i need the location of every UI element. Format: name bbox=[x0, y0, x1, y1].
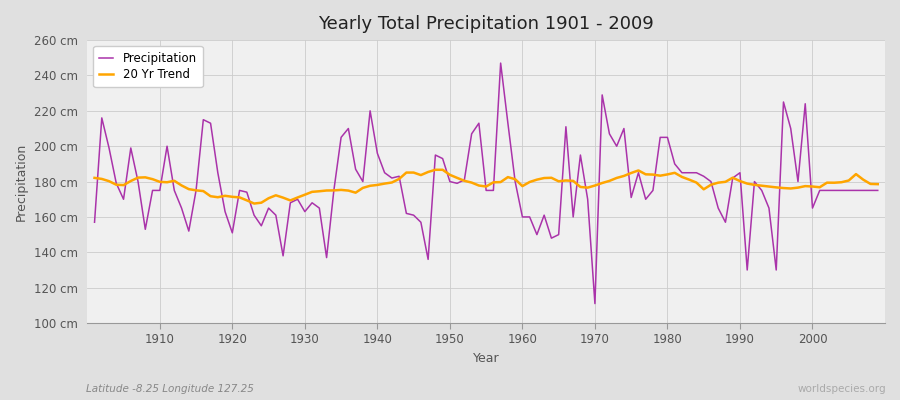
X-axis label: Year: Year bbox=[472, 352, 500, 365]
Text: worldspecies.org: worldspecies.org bbox=[798, 384, 886, 394]
20 Yr Trend bbox=[525, 180, 535, 184]
Precipitation bbox=[517, 214, 527, 219]
Precipitation bbox=[872, 188, 883, 193]
Precipitation bbox=[618, 126, 629, 131]
Precipitation bbox=[590, 301, 600, 306]
Precipitation bbox=[495, 61, 506, 66]
Precipitation bbox=[89, 220, 100, 225]
Text: Latitude -8.25 Longitude 127.25: Latitude -8.25 Longitude 127.25 bbox=[86, 384, 254, 394]
20 Yr Trend bbox=[248, 201, 259, 206]
Precipitation bbox=[525, 214, 535, 219]
20 Yr Trend bbox=[430, 167, 441, 172]
Precipitation bbox=[147, 188, 158, 193]
Title: Yearly Total Precipitation 1901 - 2009: Yearly Total Precipitation 1901 - 2009 bbox=[319, 15, 654, 33]
Legend: Precipitation, 20 Yr Trend: Precipitation, 20 Yr Trend bbox=[94, 46, 202, 87]
20 Yr Trend bbox=[618, 174, 629, 178]
20 Yr Trend bbox=[357, 186, 368, 190]
Line: Precipitation: Precipitation bbox=[94, 63, 878, 304]
20 Yr Trend bbox=[89, 176, 100, 180]
20 Yr Trend bbox=[872, 182, 883, 186]
Precipitation bbox=[350, 167, 361, 172]
Line: 20 Yr Trend: 20 Yr Trend bbox=[94, 170, 878, 204]
20 Yr Trend bbox=[147, 177, 158, 182]
Y-axis label: Precipitation: Precipitation bbox=[15, 142, 28, 221]
Precipitation bbox=[307, 200, 318, 205]
20 Yr Trend bbox=[532, 177, 543, 182]
20 Yr Trend bbox=[314, 189, 325, 194]
